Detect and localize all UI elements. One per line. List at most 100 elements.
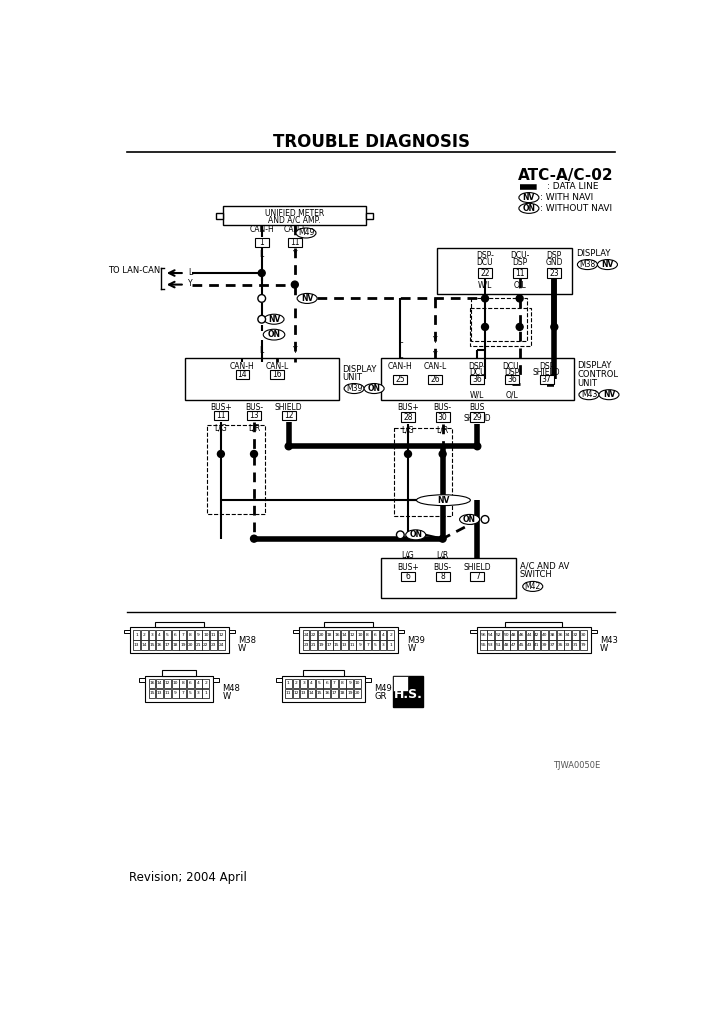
Ellipse shape: [519, 204, 539, 213]
Ellipse shape: [523, 582, 543, 592]
Bar: [180, 689, 186, 698]
Text: 11: 11: [211, 633, 216, 637]
Bar: [471, 375, 484, 384]
Circle shape: [439, 451, 446, 458]
Text: M42: M42: [525, 582, 541, 591]
Bar: [346, 689, 353, 698]
Bar: [387, 640, 394, 649]
Bar: [547, 268, 561, 278]
Text: 1: 1: [259, 238, 264, 247]
Bar: [164, 679, 171, 688]
Bar: [164, 631, 171, 640]
Text: W: W: [222, 692, 231, 701]
Text: 28: 28: [403, 413, 413, 422]
Text: 5: 5: [318, 681, 321, 685]
Bar: [285, 679, 292, 688]
Text: 8: 8: [182, 681, 184, 685]
Text: 39: 39: [542, 643, 547, 647]
Ellipse shape: [264, 314, 284, 325]
Ellipse shape: [416, 495, 471, 506]
Bar: [591, 630, 597, 634]
Bar: [300, 628, 398, 653]
Text: O/L: O/L: [505, 391, 518, 399]
Text: 38: 38: [550, 633, 555, 637]
Bar: [218, 640, 224, 649]
Text: 22: 22: [311, 633, 316, 637]
Text: 5: 5: [189, 691, 192, 695]
Bar: [487, 631, 494, 640]
Bar: [479, 631, 487, 640]
Text: TJWA0050E: TJWA0050E: [553, 761, 600, 770]
Bar: [172, 631, 179, 640]
Text: Y: Y: [188, 280, 193, 289]
Bar: [229, 630, 235, 634]
Text: 3: 3: [303, 681, 305, 685]
Text: 46: 46: [519, 633, 524, 637]
Bar: [218, 631, 224, 640]
Text: 7: 7: [333, 681, 336, 685]
Bar: [324, 689, 330, 698]
Bar: [502, 631, 510, 640]
Text: 19: 19: [319, 643, 324, 647]
Bar: [141, 640, 148, 649]
Bar: [156, 689, 163, 698]
Circle shape: [481, 324, 489, 331]
Text: DCU: DCU: [469, 368, 486, 377]
Bar: [510, 640, 518, 649]
Bar: [539, 375, 554, 384]
Ellipse shape: [264, 330, 285, 340]
Bar: [130, 628, 229, 653]
Bar: [255, 238, 269, 247]
Text: L/G: L/G: [402, 426, 414, 434]
Text: M49: M49: [374, 684, 392, 693]
Text: 30: 30: [438, 413, 447, 422]
Text: 24: 24: [219, 643, 224, 647]
Bar: [148, 689, 156, 698]
Circle shape: [291, 282, 298, 288]
Bar: [346, 679, 353, 688]
Text: 20: 20: [319, 633, 324, 637]
Bar: [564, 640, 571, 649]
Text: 7: 7: [182, 633, 184, 637]
Circle shape: [481, 295, 489, 302]
Text: 10: 10: [203, 633, 209, 637]
Text: 50: 50: [503, 633, 509, 637]
Text: 12: 12: [284, 411, 293, 420]
Ellipse shape: [296, 228, 316, 238]
Text: SWITCH: SWITCH: [520, 570, 552, 580]
Text: 18: 18: [340, 691, 345, 695]
Bar: [308, 679, 315, 688]
Bar: [387, 631, 394, 640]
Text: 1: 1: [390, 643, 392, 647]
Bar: [326, 631, 332, 640]
Text: 12: 12: [219, 633, 224, 637]
Text: 21: 21: [195, 643, 201, 647]
Text: DCU-: DCU-: [502, 361, 522, 371]
Bar: [195, 640, 202, 649]
Text: 5: 5: [166, 633, 169, 637]
Text: CAN-H: CAN-H: [230, 361, 255, 371]
Text: DSP-: DSP-: [468, 361, 487, 371]
Text: 2: 2: [143, 633, 146, 637]
Bar: [495, 631, 502, 640]
Text: W: W: [599, 643, 608, 652]
Bar: [162, 671, 196, 676]
Bar: [148, 631, 156, 640]
Ellipse shape: [344, 384, 364, 393]
Text: 4: 4: [197, 681, 200, 685]
Bar: [148, 679, 156, 688]
Bar: [580, 631, 586, 640]
Bar: [471, 413, 484, 422]
Bar: [518, 631, 525, 640]
Text: 21: 21: [311, 643, 316, 647]
Circle shape: [439, 536, 446, 542]
Text: NV: NV: [603, 390, 615, 399]
Text: Y: Y: [292, 250, 297, 259]
Text: 10: 10: [357, 633, 363, 637]
Text: 13: 13: [342, 643, 348, 647]
Bar: [310, 631, 317, 640]
Bar: [195, 679, 202, 688]
Bar: [476, 628, 591, 653]
Bar: [549, 631, 556, 640]
Text: DISPLAY: DISPLAY: [342, 365, 377, 374]
